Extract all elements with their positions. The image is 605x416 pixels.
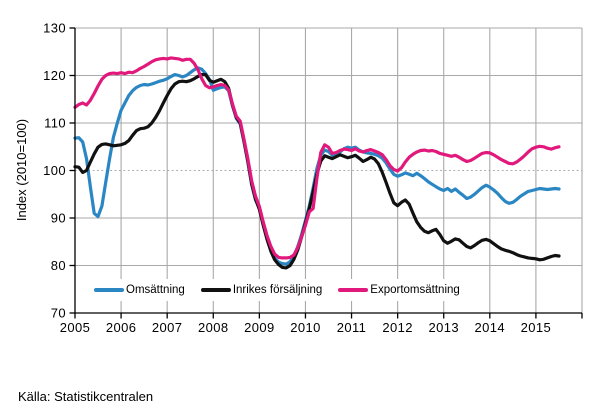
- legend-item-exportomsattning: Exportomsättning: [338, 284, 460, 296]
- y-axis-title: Index (2010=100): [14, 118, 29, 222]
- x-tick-label: 2015: [521, 320, 552, 335]
- legend-label-inrikes-forsaljning: Inrikes försäljning: [232, 284, 323, 296]
- source-text: Källa: Statistikcentralen: [18, 389, 154, 404]
- x-tick-label: 2011: [337, 320, 367, 335]
- series-line-oms-ttning: [73, 66, 561, 266]
- y-tick-label: 90: [51, 211, 66, 226]
- y-tick-label: 120: [43, 68, 66, 83]
- y-tick-label: 100: [43, 163, 66, 178]
- legend-line-sample-omsattning: [94, 288, 124, 292]
- x-tick-label: 2014: [475, 320, 506, 335]
- y-tick-label: 80: [51, 258, 66, 273]
- x-tick-label: 2012: [382, 320, 413, 335]
- series-line-exportoms-ttning: [73, 56, 561, 260]
- legend-line-sample-inrikes-forsaljning: [200, 288, 231, 292]
- x-tick-label: 2006: [106, 320, 137, 335]
- x-tick-label: 2007: [152, 320, 183, 335]
- x-tick-label: 2008: [198, 320, 229, 335]
- legend-label-exportomsattning: Exportomsättning: [370, 284, 460, 296]
- y-tick-label: 110: [44, 116, 66, 131]
- x-tick-label: 2005: [60, 320, 91, 335]
- x-tick-label: 2013: [428, 320, 459, 335]
- legend-item-omsattning: Omsättning: [94, 284, 185, 296]
- y-tick-label: 70: [51, 306, 66, 321]
- legend-item-inrikes-forsaljning: Inrikes försäljning: [200, 284, 323, 296]
- legend: Omsättning Inrikes försäljning Exportoms…: [84, 279, 470, 301]
- legend-label-omsattning: Omsättning: [126, 284, 185, 296]
- legend-line-sample-exportomsattning: [338, 288, 369, 292]
- x-tick-label: 2009: [244, 320, 275, 335]
- y-tick-label: 130: [43, 21, 66, 36]
- x-tick-label: 2010: [290, 320, 321, 335]
